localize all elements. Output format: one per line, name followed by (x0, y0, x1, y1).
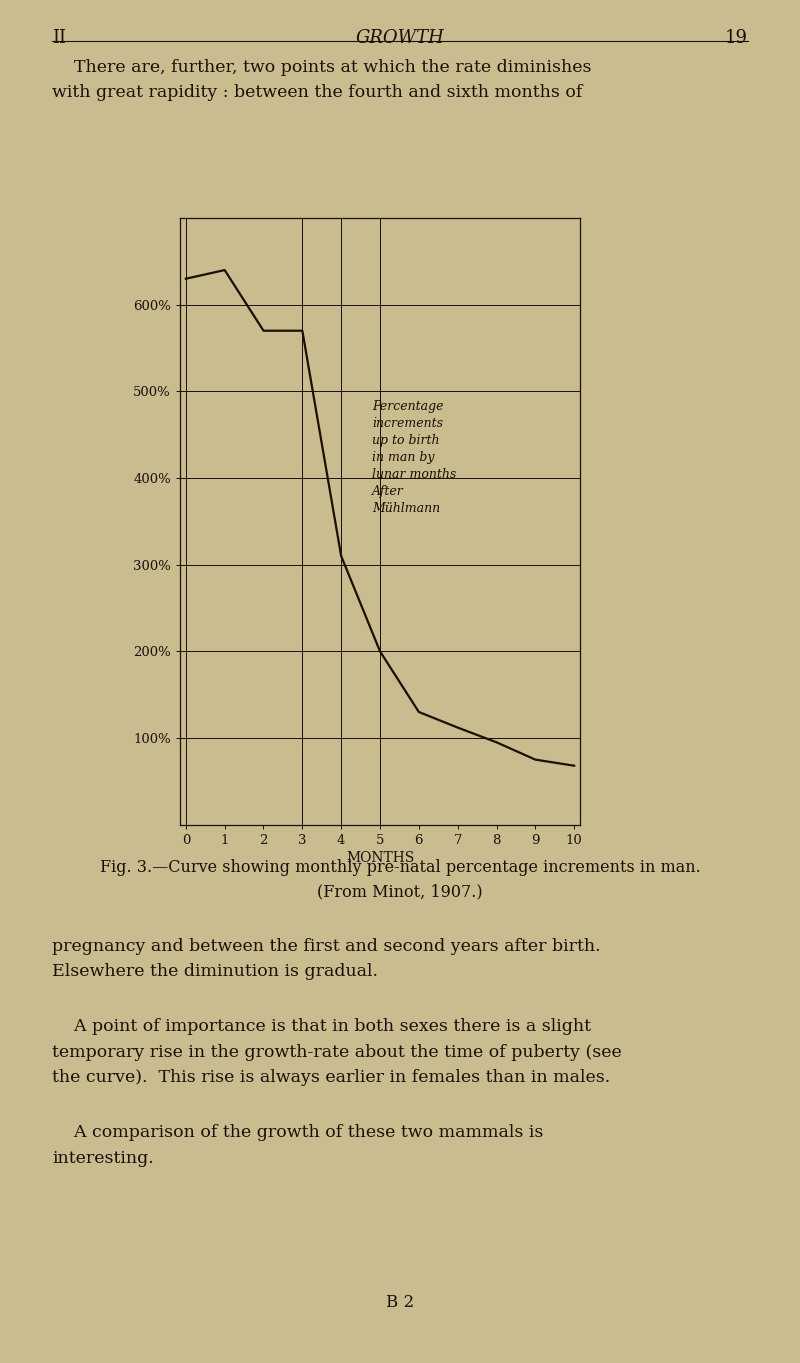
Text: 19: 19 (725, 29, 748, 46)
Text: Elsewhere the diminution is gradual.: Elsewhere the diminution is gradual. (52, 962, 378, 980)
Text: pregnancy and between the first and second years after birth.: pregnancy and between the first and seco… (52, 938, 601, 954)
Text: B 2: B 2 (386, 1295, 414, 1311)
Text: A point of importance is that in both sexes there is a slight: A point of importance is that in both se… (52, 1018, 591, 1036)
Text: A comparison of the growth of these two mammals is: A comparison of the growth of these two … (52, 1124, 543, 1141)
Text: the curve).  This rise is always earlier in females than in males.: the curve). This rise is always earlier … (52, 1069, 610, 1086)
Text: GROWTH: GROWTH (355, 29, 445, 46)
Text: (From Minot, 1907.): (From Minot, 1907.) (317, 883, 483, 900)
Text: interesting.: interesting. (52, 1149, 154, 1167)
X-axis label: MONTHS: MONTHS (346, 851, 414, 864)
Text: II: II (52, 29, 66, 46)
Text: temporary rise in the growth-rate about the time of puberty (see: temporary rise in the growth-rate about … (52, 1044, 622, 1060)
Text: Percentage
increments
up to birth
in man by
lunar months
After
Mühlmann: Percentage increments up to birth in man… (372, 401, 457, 515)
Text: with great rapidity : between the fourth and sixth months of: with great rapidity : between the fourth… (52, 83, 582, 101)
Text: Fig. 3.—Curve showing monthly pre-natal percentage increments in man.: Fig. 3.—Curve showing monthly pre-natal … (100, 859, 700, 875)
Text: There are, further, two points at which the rate diminishes: There are, further, two points at which … (52, 59, 591, 75)
